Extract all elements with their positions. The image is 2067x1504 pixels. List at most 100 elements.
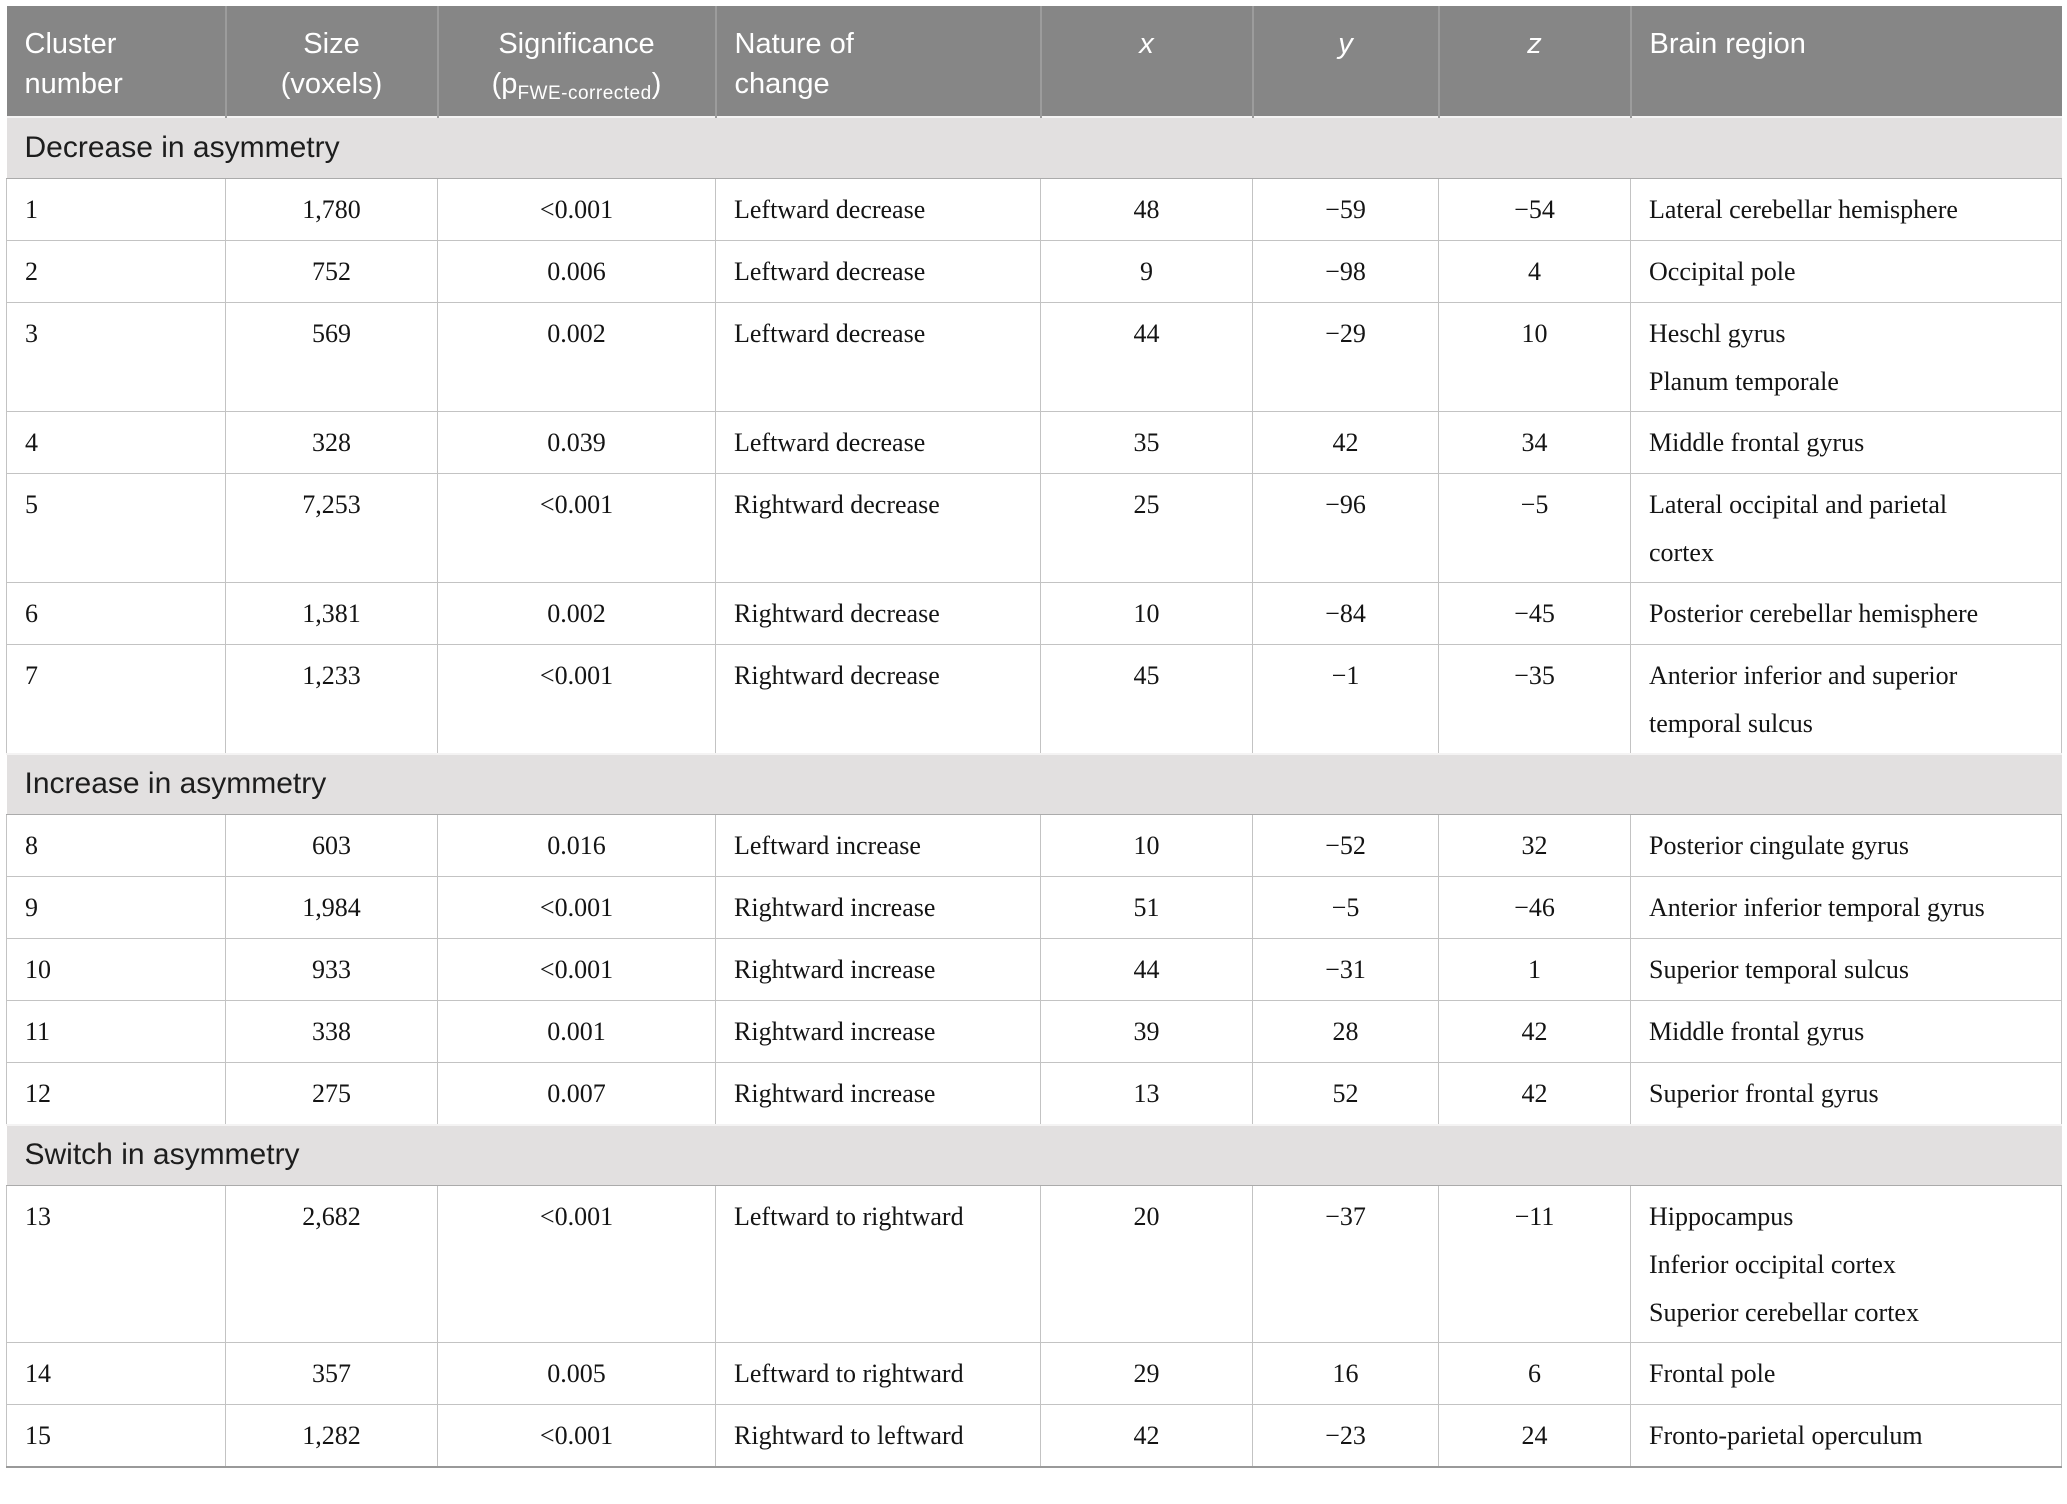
cell-y: −1: [1252, 643, 1439, 754]
cell-cluster: 6: [6, 581, 226, 645]
cell-cluster: 5: [6, 472, 226, 583]
cell-y: −31: [1252, 938, 1439, 1001]
cell-x: 44: [1040, 301, 1253, 412]
column-header-cluster-number: Cluster number: [6, 6, 226, 117]
cell-significance: 0.016: [437, 814, 716, 877]
table-row: 12 275 0.007 Rightward increase 13 52 42 Superi…: [6, 1062, 2062, 1125]
significance-label: Significance: [498, 28, 655, 60]
cell-cluster: 7: [6, 643, 226, 754]
column-header-y: y: [1251, 6, 1439, 117]
p-close: ): [651, 68, 662, 100]
section-header-row: Switch in asymmetry: [6, 1123, 2062, 1186]
table-row: 7 1,233 <0.001 Rightward decrease 45 −1 −35 Ant…: [6, 643, 2062, 754]
cell-x: 44: [1040, 938, 1253, 1001]
cell-region: Middle frontal gyrus: [1630, 410, 2062, 474]
cell-nature: Rightward increase: [715, 876, 1041, 939]
cell-z: 42: [1438, 1062, 1631, 1125]
cell-region: Fronto-parietal operculum: [1630, 1404, 2062, 1468]
cell-significance: 0.001: [437, 1000, 716, 1063]
cell-size: 328: [225, 410, 438, 474]
cell-nature: Leftward decrease: [715, 301, 1041, 412]
cell-size: 1,780: [225, 177, 438, 241]
cell-size: 7,253: [225, 472, 438, 583]
table-row: 3 569 0.002 Leftward decrease 44 −29 10 Heschl …: [6, 301, 2062, 412]
cell-z: −54: [1438, 177, 1631, 241]
cell-y: 16: [1252, 1342, 1439, 1405]
cell-size: 275: [225, 1062, 438, 1125]
cell-region: Lateral cerebellar hemisphere: [1630, 177, 2062, 241]
cell-y: −59: [1252, 177, 1439, 241]
cell-nature: Rightward increase: [715, 1062, 1041, 1125]
section-header-row: Increase in asymmetry: [6, 752, 2062, 815]
cell-nature: Rightward decrease: [715, 581, 1041, 645]
table-row: 1 1,780 <0.001 Leftward decrease 48 −59 −54 Lat…: [6, 177, 2062, 241]
cell-cluster: 2: [6, 239, 226, 303]
cell-size: 603: [225, 814, 438, 877]
cell-y: −37: [1252, 1185, 1439, 1343]
column-header-significance: Significance (pFWE-corrected): [436, 6, 716, 117]
p-subscript: FWE-corrected: [517, 83, 652, 104]
cell-size: 933: [225, 938, 438, 1001]
cell-nature: Leftward increase: [715, 814, 1041, 877]
table-row: 14 357 0.005 Leftward to rightward 29 16 6 Fron…: [6, 1342, 2062, 1405]
cell-size: 1,984: [225, 876, 438, 939]
cell-significance: <0.001: [437, 643, 716, 754]
cell-z: −11: [1438, 1185, 1631, 1343]
column-header-z: z: [1437, 6, 1631, 117]
cell-size: 357: [225, 1342, 438, 1405]
cell-z: 4: [1438, 239, 1631, 303]
p-open: (p: [491, 68, 518, 100]
cell-x: 25: [1040, 472, 1253, 583]
cell-significance: 0.002: [437, 581, 716, 645]
cell-region: Superior frontal gyrus: [1630, 1062, 2062, 1125]
cell-x: 45: [1040, 643, 1253, 754]
cell-z: −5: [1438, 472, 1631, 583]
cell-y: −98: [1252, 239, 1439, 303]
cell-y: −23: [1252, 1404, 1439, 1468]
cell-x: 42: [1040, 1404, 1253, 1468]
cell-z: 34: [1438, 410, 1631, 474]
cell-x: 10: [1040, 814, 1253, 877]
cell-z: 6: [1438, 1342, 1631, 1405]
cell-cluster: 15: [6, 1404, 226, 1468]
table-row: 5 7,253 <0.001 Rightward decrease 25 −96 −5 Lat…: [6, 472, 2062, 583]
cell-nature: Rightward increase: [715, 938, 1041, 1001]
cell-y: −52: [1252, 814, 1439, 877]
table-body: Decrease in asymmetry 1 1,780 <0.001 Leftwar…: [6, 116, 2062, 1468]
table-row: 4 328 0.039 Leftward decrease 35 42 34 Middle f…: [6, 410, 2062, 474]
cell-significance: <0.001: [437, 177, 716, 241]
cell-z: 32: [1438, 814, 1631, 877]
cell-nature: Leftward decrease: [715, 410, 1041, 474]
cell-y: 52: [1252, 1062, 1439, 1125]
cell-region: Superior temporal sulcus: [1630, 938, 2062, 1001]
cell-x: 20: [1040, 1185, 1253, 1343]
cell-region: Posterior cingulate gyrus: [1630, 814, 2062, 877]
cell-region: Middle frontal gyrus: [1630, 1000, 2062, 1063]
cell-significance: 0.007: [437, 1062, 716, 1125]
table-row: 2 752 0.006 Leftward decrease 9 −98 4 Occipital…: [6, 239, 2062, 303]
cell-region: Heschl gyrus Planum temporale: [1630, 301, 2062, 412]
cell-x: 35: [1040, 410, 1253, 474]
cell-cluster: 1: [6, 177, 226, 241]
cell-cluster: 11: [6, 1000, 226, 1063]
cell-y: 28: [1252, 1000, 1439, 1063]
cell-z: 1: [1438, 938, 1631, 1001]
cell-z: 10: [1438, 301, 1631, 412]
cell-size: 1,282: [225, 1404, 438, 1468]
cell-size: 1,233: [225, 643, 438, 754]
cell-cluster: 4: [6, 410, 226, 474]
table-row: 8 603 0.016 Leftward increase 10 −52 32 Posteri…: [6, 814, 2062, 877]
cell-y: −29: [1252, 301, 1439, 412]
cell-x: 51: [1040, 876, 1253, 939]
cell-z: −35: [1438, 643, 1631, 754]
table-row: 6 1,381 0.002 Rightward decrease 10 −84 −45 Pos…: [6, 581, 2062, 645]
column-header-x: x: [1039, 6, 1253, 117]
cell-y: −5: [1252, 876, 1439, 939]
cell-cluster: 14: [6, 1342, 226, 1405]
cell-significance: 0.002: [437, 301, 716, 412]
cell-region: Hippocampus Inferior occipital cortex Su…: [1630, 1185, 2062, 1343]
cell-x: 10: [1040, 581, 1253, 645]
cell-region: Posterior cerebellar hemisphere: [1630, 581, 2062, 645]
cell-nature: Leftward to rightward: [715, 1342, 1041, 1405]
